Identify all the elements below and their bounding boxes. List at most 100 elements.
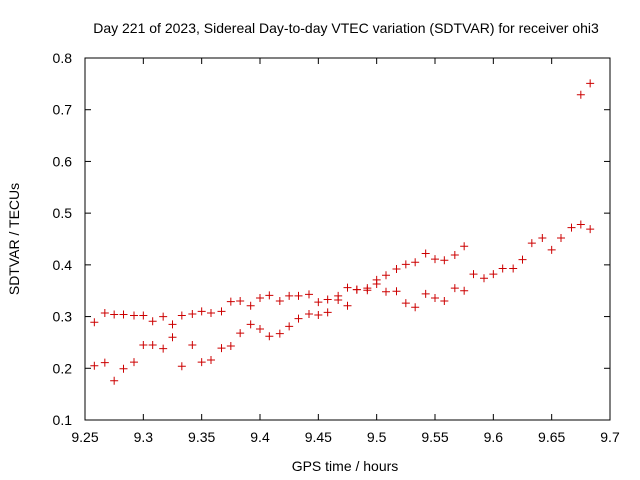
data-point <box>256 324 264 333</box>
data-point <box>527 239 536 248</box>
data-point <box>382 287 390 296</box>
data-point <box>188 309 197 318</box>
data-point <box>275 329 284 338</box>
data-point <box>188 341 197 350</box>
x-tick-label: 9.6 <box>484 429 504 445</box>
data-point <box>576 220 585 229</box>
data-point <box>294 291 303 300</box>
y-axis-label: SDTVAR / TECUs <box>6 183 22 295</box>
data-point <box>586 225 595 234</box>
data-point <box>323 295 332 304</box>
data-point <box>207 356 215 365</box>
x-tick-labels: 9.25 9.3 9.35 9.4 9.45 9.5 9.55 9.6 9.65 9.7 <box>71 429 620 445</box>
data-point <box>168 320 177 329</box>
data-point <box>450 284 459 293</box>
data-point <box>226 297 235 306</box>
data-point <box>90 318 99 327</box>
data-point <box>130 311 138 320</box>
data-point <box>401 299 410 308</box>
data-point <box>343 283 352 292</box>
data-point <box>130 358 138 367</box>
data-point <box>285 291 294 300</box>
data-point <box>197 307 206 316</box>
data-point <box>110 376 119 385</box>
data-point <box>246 320 255 329</box>
data-point <box>440 256 449 265</box>
data-point <box>480 274 488 283</box>
data-point <box>509 264 518 273</box>
data-point <box>246 301 255 310</box>
data-point <box>440 297 449 306</box>
data-point <box>110 310 119 319</box>
data-point <box>275 297 284 306</box>
data-point <box>100 358 109 367</box>
data-point <box>498 264 507 273</box>
data-point <box>305 290 313 299</box>
data-point <box>392 287 401 296</box>
y-tick-label: 0.5 <box>53 205 73 221</box>
data-point <box>518 255 527 264</box>
data-point <box>314 298 323 307</box>
data-point <box>460 242 469 251</box>
data-point <box>450 251 459 260</box>
plot-frame <box>84 57 611 421</box>
data-point <box>226 342 235 351</box>
data-point <box>576 90 585 99</box>
data-point <box>334 296 343 305</box>
data-point <box>217 344 226 353</box>
data-point <box>411 303 420 312</box>
data-point <box>90 361 99 370</box>
data-point <box>567 223 576 232</box>
data-point <box>236 297 245 306</box>
x-tick-label: 9.45 <box>305 429 332 445</box>
x-tick-label: 9.3 <box>134 429 154 445</box>
data-point <box>421 249 430 258</box>
data-point <box>148 341 157 350</box>
data-point <box>294 314 303 323</box>
data-point <box>372 279 381 288</box>
data-point <box>217 307 226 316</box>
y-tick-label: 0.4 <box>53 257 73 273</box>
data-point <box>363 286 372 295</box>
data-point <box>557 233 565 242</box>
data-points <box>90 79 595 385</box>
data-point <box>168 333 177 342</box>
data-point <box>323 308 332 317</box>
data-point <box>489 270 498 279</box>
x-tick-label: 9.4 <box>250 429 270 445</box>
data-point <box>177 311 186 320</box>
data-point <box>159 312 168 321</box>
data-point <box>256 293 264 302</box>
y-tick-label: 0.7 <box>53 102 73 118</box>
y-tick-label: 0.2 <box>53 360 73 376</box>
x-tick-label: 9.65 <box>538 429 565 445</box>
data-point <box>285 322 294 331</box>
data-point <box>139 341 148 350</box>
data-point <box>392 264 401 273</box>
x-tick-label: 9.25 <box>71 429 98 445</box>
data-point <box>538 233 547 242</box>
axis-ticks <box>84 57 611 421</box>
data-point <box>431 255 439 264</box>
x-tick-label: 9.35 <box>188 429 215 445</box>
chart-title: Day 221 of 2023, Sidereal Day-to-day VTE… <box>93 20 599 36</box>
data-point <box>411 258 420 267</box>
data-point <box>401 260 410 269</box>
data-point <box>177 362 186 371</box>
data-point <box>265 291 274 300</box>
data-point <box>305 309 313 318</box>
data-point <box>352 285 361 294</box>
data-point <box>119 310 128 319</box>
data-point <box>314 311 323 320</box>
data-point <box>343 301 352 310</box>
data-point <box>431 293 439 302</box>
data-point <box>207 308 215 317</box>
y-tick-label: 0.3 <box>53 309 73 325</box>
x-tick-label: 9.55 <box>421 429 448 445</box>
y-tick-label: 0.6 <box>53 153 73 169</box>
data-point <box>460 286 469 295</box>
y-tick-labels: 0.1 0.2 0.3 0.4 0.5 0.6 0.7 0.8 <box>53 50 73 428</box>
data-point <box>265 332 274 341</box>
data-point <box>421 289 430 298</box>
